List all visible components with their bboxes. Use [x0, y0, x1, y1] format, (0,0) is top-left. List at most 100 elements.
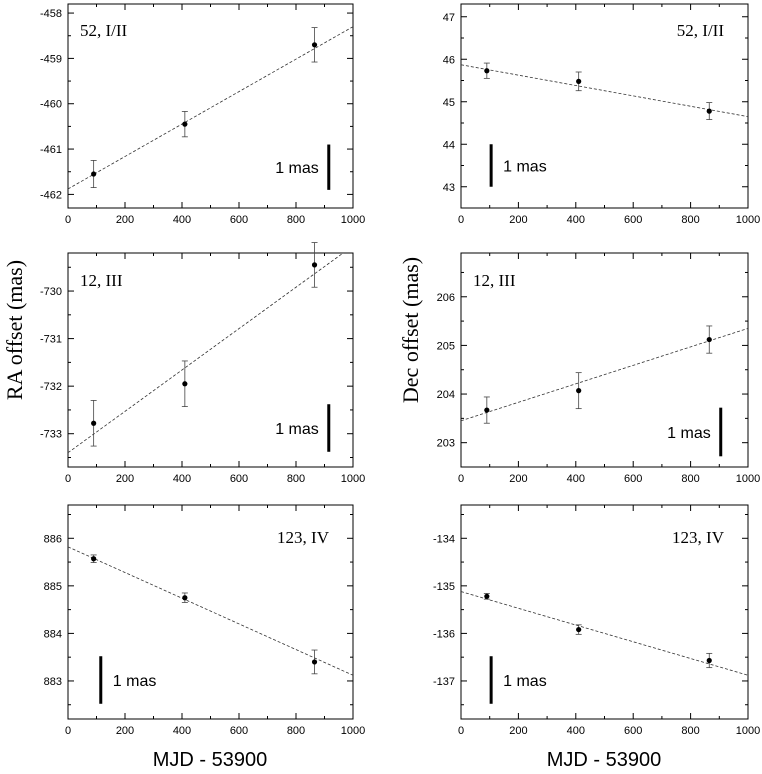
scale-bar-label: 1 mas [503, 159, 547, 176]
data-point [91, 420, 97, 426]
y-tick-label: -459 [40, 53, 62, 65]
x-tick-label: 800 [287, 214, 305, 226]
xlabel-right: MJD - 53900 [547, 749, 662, 771]
x-tick-label: 0 [65, 214, 71, 226]
y-tick-label: 43 [443, 182, 455, 194]
y-tick-label: 204 [437, 389, 455, 401]
panels-group: 0 200 400 600 800 1000 -462 -461 -460 -459 -458 52,… [40, 3, 760, 737]
data-point [576, 388, 582, 394]
y-tick-label: -137 [433, 676, 455, 688]
data-point [182, 595, 188, 601]
data-point [706, 108, 712, 114]
scale-bar-label: 1 mas [667, 425, 711, 442]
data-point [484, 593, 490, 599]
panel-ra-12: 0 200 400 600 800 1000 -733 -732 -731 -730 12, III… [40, 242, 365, 485]
panel-dec-123: 0 200 400 600 800 1000 -137 -136 -135 -134 123, IV… [433, 504, 760, 737]
y-tick-label: 206 [437, 292, 455, 304]
data-point [91, 171, 97, 177]
data-point [91, 556, 97, 562]
panel-label: 52, I/II [80, 21, 128, 40]
y-tick-label: -731 [40, 334, 62, 346]
x-tick-label: 600 [230, 473, 248, 485]
x-tick-label: 400 [567, 473, 585, 485]
x-tick-label: 0 [458, 473, 464, 485]
x-tick-label: 1000 [341, 725, 365, 737]
panel-ra-123: 0 200 400 600 800 1000 883 884 885 886 123, IV 1 ma… [44, 504, 365, 737]
x-tick-label: 200 [116, 473, 134, 485]
y-tick-label: -134 [433, 533, 455, 545]
xlabel-left: MJD - 53900 [153, 749, 268, 771]
data-point [311, 659, 318, 665]
data-point [484, 68, 490, 74]
x-tick-label: 600 [230, 214, 248, 226]
panel-dec-52: 0 200 400 600 800 1000 43 44 45 46 47 52, I/II 1 mas [443, 3, 760, 226]
fit-line [461, 64, 748, 118]
panel-label: 123, IV [277, 528, 330, 547]
fit-line [68, 253, 344, 454]
data-point [182, 381, 188, 387]
x-tick-label: 1000 [341, 214, 365, 226]
panel-label: 52, I/II [677, 21, 725, 40]
x-tick-label: 600 [230, 725, 248, 737]
x-tick-label: 0 [65, 725, 71, 737]
y-tick-label: 45 [443, 97, 455, 109]
panel-label: 12, III [80, 271, 123, 290]
x-tick-label: 200 [116, 214, 134, 226]
y-tick-label: 885 [44, 581, 62, 593]
y-tick-label: -135 [433, 581, 455, 593]
ylabel-left: RA offset (mas) [2, 260, 27, 400]
x-tick-label: 200 [509, 473, 527, 485]
x-tick-label: 800 [681, 473, 699, 485]
x-tick-label: 1000 [341, 473, 365, 485]
y-tick-label: 47 [443, 12, 455, 24]
fit-line [68, 546, 353, 676]
panel-label: 123, IV [672, 528, 725, 547]
x-tick-label: 0 [458, 725, 464, 737]
data-point [576, 626, 582, 633]
x-tick-label: 800 [681, 214, 699, 226]
x-tick-label: 1000 [736, 473, 760, 485]
x-tick-label: 200 [509, 214, 527, 226]
x-tick-label: 1000 [736, 725, 760, 737]
data-point [576, 78, 582, 84]
data-point [182, 121, 188, 127]
scale-bar-label: 1 mas [275, 421, 319, 438]
y-tick-label: -461 [40, 144, 62, 156]
x-tick-label: 600 [624, 725, 642, 737]
x-tick-label: 400 [567, 214, 585, 226]
y-tick-label: -136 [433, 628, 455, 640]
ylabel-right: Dec offset (mas) [398, 257, 423, 403]
data-point [706, 336, 712, 343]
x-tick-label: 400 [173, 725, 191, 737]
x-tick-label: 600 [624, 473, 642, 485]
x-tick-label: 0 [458, 214, 464, 226]
scale-bar-label: 1 mas [503, 673, 547, 690]
x-tick-label: 200 [509, 725, 527, 737]
panel-ra-52: 0 200 400 600 800 1000 -462 -461 -460 -459 -458 52,… [40, 3, 365, 226]
x-tick-label: 200 [116, 725, 134, 737]
x-tick-label: 800 [287, 725, 305, 737]
x-tick-label: 400 [173, 214, 191, 226]
y-tick-label: -732 [40, 381, 62, 393]
y-tick-label: 883 [44, 676, 62, 688]
y-tick-label: -733 [40, 429, 62, 441]
x-tick-label: 800 [287, 473, 305, 485]
y-tick-label: 203 [437, 438, 455, 450]
x-tick-label: 400 [173, 473, 191, 485]
data-point [311, 42, 318, 48]
y-tick-label: -462 [40, 189, 62, 201]
fit-line [461, 328, 748, 422]
y-tick-label: 886 [44, 533, 62, 545]
data-point [311, 262, 318, 268]
x-tick-label: 0 [65, 473, 71, 485]
x-tick-label: 1000 [736, 214, 760, 226]
y-tick-label: -458 [40, 8, 62, 20]
panel-dec-12: 0 200 400 600 800 1000 203 204 205 206 12, III 1 ma… [437, 252, 760, 485]
y-tick-label: 884 [44, 628, 62, 640]
fit-line [461, 591, 748, 676]
data-point [706, 657, 712, 664]
y-tick-label: 205 [437, 340, 455, 352]
data-point [484, 407, 490, 413]
panel-label: 12, III [473, 271, 516, 290]
